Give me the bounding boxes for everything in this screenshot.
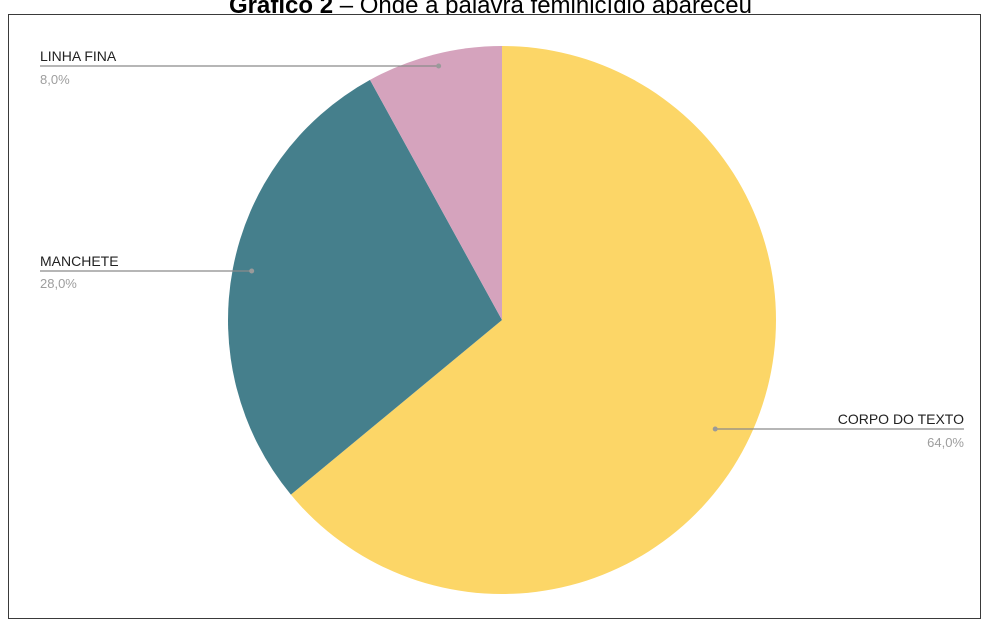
pie-slice-linha-fina: [369, 45, 502, 320]
leader-dot-2: [436, 63, 442, 69]
slice-label-1: MANCHETE: [40, 253, 119, 269]
slice-label-0: CORPO DO TEXTO: [838, 411, 964, 427]
pie-slice-corpo-do-texto: [290, 46, 776, 595]
leader-dot-1: [249, 268, 255, 274]
pie-slice-manchete: [228, 79, 502, 495]
slice-value-label-2: 8,0%: [40, 72, 70, 87]
slice-value-label-0: 64,0%: [927, 435, 964, 450]
leader-dot-0: [712, 426, 718, 432]
slice-label-2: LINHA FINA: [40, 48, 117, 64]
slice-value-label-1: 28,0%: [40, 276, 77, 291]
